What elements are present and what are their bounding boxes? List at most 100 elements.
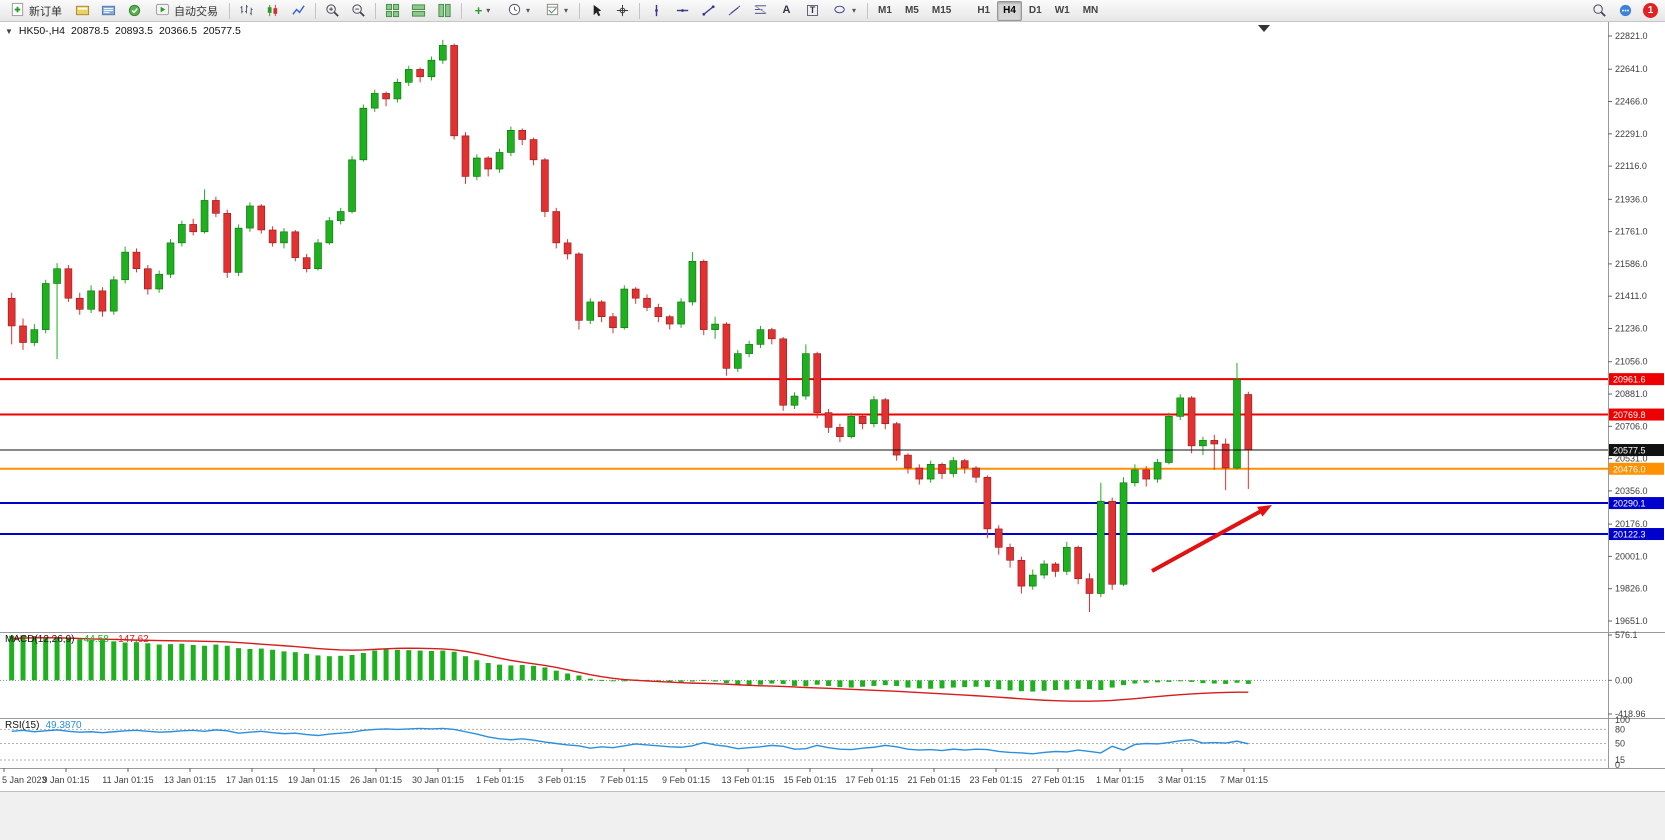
bar-chart-icon[interactable] — [234, 0, 259, 21]
ohlc-low: 20366.5 — [158, 25, 197, 37]
svg-text:20706.0: 20706.0 — [1615, 421, 1648, 431]
candlestick-chart-icon[interactable] — [260, 0, 285, 21]
ohlc-high: 20893.5 — [115, 25, 153, 37]
period-clock-button[interactable]: ▾ — [500, 0, 537, 21]
crosshair-icon[interactable] — [610, 0, 635, 21]
svg-text:22641.0: 22641.0 — [1615, 64, 1648, 74]
svg-text:30 Jan 01:15: 30 Jan 01:15 — [412, 775, 464, 785]
price-badge-label: 20290.1 — [1613, 499, 1646, 509]
trendline-tool-icon[interactable] — [696, 0, 721, 21]
tf-button-h1[interactable]: H1 — [977, 5, 991, 16]
svg-text:23 Feb 01:15: 23 Feb 01:15 — [969, 775, 1022, 785]
tile-vertical-icon[interactable] — [432, 0, 457, 21]
autotrading-button[interactable]: 自动交易 — [148, 0, 225, 21]
svg-text:19651.0: 19651.0 — [1615, 616, 1648, 626]
notification-badge[interactable]: 1 — [1643, 3, 1658, 18]
svg-text:1 Mar 01:15: 1 Mar 01:15 — [1096, 775, 1144, 785]
tf-button-m15[interactable]: M15 — [931, 5, 952, 16]
main-toolbar: 新订单 自动交易 + ▾ ▾ ▾ — [0, 0, 1665, 22]
line-chart-icon[interactable] — [286, 0, 311, 21]
svg-text:26 Jan 01:15: 26 Jan 01:15 — [350, 775, 402, 785]
svg-text:3 Mar 01:15: 3 Mar 01:15 — [1158, 775, 1206, 785]
vertical-line-tool-icon[interactable] — [644, 0, 669, 21]
price-badge — [1609, 528, 1664, 541]
navigator-panel-icon[interactable] — [96, 0, 121, 21]
symbol-period-label: HK50-,H4 — [18, 25, 66, 37]
label-tool-icon[interactable]: T — [800, 0, 825, 21]
zoom-in-icon[interactable] — [320, 0, 345, 21]
svg-text:17 Feb 01:15: 17 Feb 01:15 — [845, 775, 898, 785]
template-icon — [545, 2, 560, 20]
terminal-panel-icon[interactable] — [70, 0, 95, 21]
svg-text:9 Feb 01:15: 9 Feb 01:15 — [662, 775, 710, 785]
horizontal-line-tool-icon[interactable] — [670, 0, 695, 21]
chat-icon[interactable] — [1613, 0, 1638, 21]
tf-button-h4[interactable]: H4 — [997, 0, 1022, 21]
svg-text:20001.0: 20001.0 — [1615, 551, 1648, 561]
svg-text:20356.0: 20356.0 — [1615, 486, 1648, 496]
svg-text:22116.0: 22116.0 — [1615, 161, 1647, 171]
svg-text:21 Feb 01:15: 21 Feb 01:15 — [907, 775, 960, 785]
refresh-icon[interactable] — [122, 0, 147, 21]
price-badge-label: 20476.0 — [1613, 464, 1646, 474]
svg-text:7 Mar 01:15: 7 Mar 01:15 — [1220, 775, 1268, 785]
svg-text:13 Feb 01:15: 13 Feb 01:15 — [721, 775, 774, 785]
tf-button-mn[interactable]: MN — [1082, 5, 1099, 16]
svg-text:20531.0: 20531.0 — [1615, 454, 1648, 464]
rsi-axis-label: 100 — [1615, 715, 1630, 725]
price-badge-label: 20769.8 — [1613, 410, 1646, 420]
price-axis-labels: 22821.0 22641.0 22466.0 22291.0 22116.0 21936… — [1608, 31, 1648, 626]
svg-text:1 Feb 01:15: 1 Feb 01:15 — [476, 775, 524, 785]
template-button[interactable]: ▾ — [538, 0, 575, 21]
macd-axis-label: -418.96 — [1615, 709, 1646, 719]
search-icon[interactable] — [1587, 0, 1612, 21]
ohlc-close: 20577.5 — [202, 25, 241, 37]
svg-text:20881.0: 20881.0 — [1615, 389, 1648, 399]
tile-windows-icon[interactable] — [380, 0, 405, 21]
rsi-value: 49.3870 — [45, 720, 82, 731]
caret-down-icon: ▾ — [852, 5, 857, 15]
plus-icon: + — [474, 3, 483, 18]
svg-text:22291.0: 22291.0 — [1615, 129, 1648, 139]
ohlc-open: 20878.5 — [71, 25, 109, 37]
svg-text:9 Jan 01:15: 9 Jan 01:15 — [42, 775, 89, 785]
shapes-dropdown-button[interactable]: ▾ — [826, 0, 863, 21]
svg-text:27 Feb 01:15: 27 Feb 01:15 — [1031, 775, 1084, 785]
fibonacci-tool-icon[interactable] — [748, 0, 773, 21]
caret-down-icon: ▾ — [526, 5, 531, 15]
tf-button-m1[interactable]: M1 — [878, 5, 892, 16]
clock-icon — [507, 2, 522, 20]
svg-text:21761.0: 21761.0 — [1615, 227, 1648, 237]
add-indicator-button[interactable]: + ▾ — [466, 0, 499, 21]
svg-text:21056.0: 21056.0 — [1615, 357, 1648, 367]
price-badge — [1609, 497, 1664, 510]
caret-down-icon: ▾ — [564, 5, 569, 15]
tile-horizontal-icon[interactable] — [406, 0, 431, 21]
one-click-collapse-icon[interactable]: ▼ — [5, 26, 13, 36]
svg-text:21586.0: 21586.0 — [1615, 259, 1648, 269]
svg-text:19 Jan 01:15: 19 Jan 01:15 — [288, 775, 340, 785]
macd-signal-value: -147.62 — [114, 634, 149, 645]
macd-label: MACD(12,26,9) -44.58 -147.62 — [5, 634, 149, 645]
chart-canvas[interactable]: 22821.0 22641.0 22466.0 22291.0 22116.0 21936… — [0, 22, 1665, 840]
cursor-icon[interactable] — [584, 0, 609, 21]
trend-arrow-annotation[interactable] — [1151, 505, 1272, 573]
new-order-button[interactable]: 新订单 — [3, 0, 69, 21]
macd-axis-label: 0.00 — [1615, 675, 1633, 685]
toolbar-separator — [639, 2, 641, 19]
svg-text:11 Jan 01:15: 11 Jan 01:15 — [102, 775, 153, 785]
svg-text:5 Jan 2023: 5 Jan 2023 — [2, 775, 47, 785]
tf-button-d1[interactable]: D1 — [1028, 5, 1042, 16]
channel-tool-icon[interactable] — [722, 0, 747, 21]
zoom-out-icon[interactable] — [346, 0, 371, 21]
text-tool-icon[interactable]: A — [782, 4, 791, 16]
svg-text:7 Feb 01:15: 7 Feb 01:15 — [600, 775, 648, 785]
rsi-label: RSI(15) 49.3870 — [5, 720, 82, 731]
chart-shift-marker[interactable] — [1258, 25, 1270, 32]
rsi-line — [11, 727, 1249, 755]
tf-button-m30[interactable] — [958, 1, 970, 21]
tf-button-w1[interactable]: W1 — [1054, 5, 1070, 16]
tf-button-m5[interactable]: M5 — [904, 5, 919, 16]
chart-header: ▼ HK50-,H4 20878.5 20893.5 20366.5 20577… — [5, 25, 241, 37]
